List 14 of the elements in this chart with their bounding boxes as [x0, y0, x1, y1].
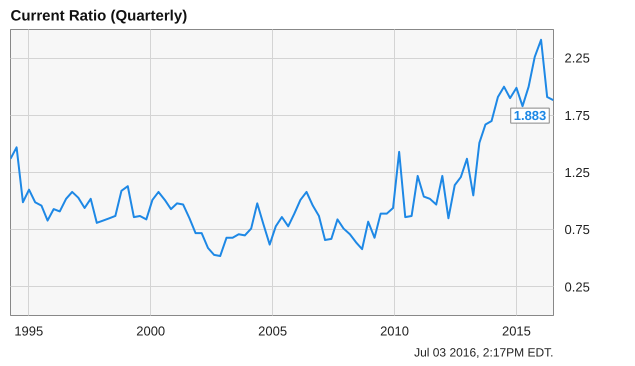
x-tick-label: 2010: [380, 324, 409, 338]
x-tick-label: 2000: [136, 324, 166, 338]
x-tick-label: 2005: [258, 324, 288, 338]
annotation: 1.883: [514, 108, 546, 124]
x-tick-label: 1995: [14, 324, 44, 338]
line-series: [10, 38, 554, 258]
y-tick-label: 0.75: [564, 222, 590, 238]
y-tick-label: 1.75: [564, 108, 590, 123]
text: Jul 03 2016, 2:17PM EDT.: [414, 346, 554, 360]
chart-title: Current Ratio (Quarterly): [10, 8, 188, 24]
y-tick-label: 2.25: [564, 50, 590, 66]
y-tick-label: 0.25: [564, 279, 590, 294]
y-tick-label: 1.25: [564, 165, 590, 180]
x-tick-label: 2015: [502, 324, 531, 338]
